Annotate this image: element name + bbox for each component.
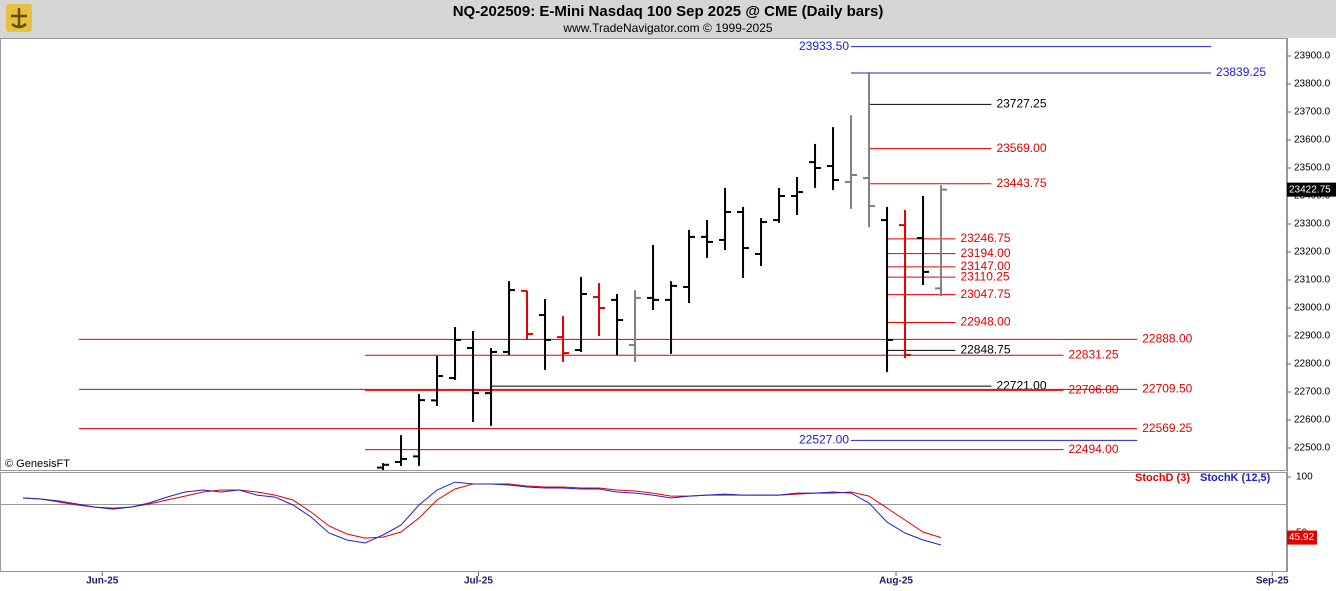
level-label: 22948.00 — [960, 315, 1010, 329]
logo — [6, 4, 32, 32]
y-tick-label: 23700.0 — [1294, 107, 1331, 118]
x-tick-label: Sep-25 — [1256, 576, 1289, 587]
level-label: 23110.25 — [960, 269, 1009, 283]
level-label: 22848.75 — [960, 343, 1010, 357]
y-tick-label: 23100.0 — [1294, 275, 1331, 286]
y-tick-label: 22600.0 — [1294, 415, 1331, 426]
last-price-label: 23422.75 — [1289, 184, 1331, 195]
level-label: 23933.50 — [799, 39, 849, 53]
level-label: 23569.00 — [996, 141, 1046, 155]
level-label: 23839.25 — [1216, 65, 1266, 79]
x-tick-label: Jun-25 — [86, 576, 119, 587]
level-label: 22494.00 — [1068, 442, 1118, 456]
level-label: 22569.25 — [1142, 421, 1192, 435]
stoch-panel — [0, 472, 1287, 572]
legend-entry: StochD (3) — [1135, 472, 1190, 484]
level-label: 23047.75 — [960, 287, 1010, 301]
y-tick-label: 23000.0 — [1294, 303, 1331, 314]
chart-subtitle: www.TradeNavigator.com © 1999-2025 — [562, 21, 772, 35]
price-panel — [0, 38, 1287, 471]
level-label: 22721.00 — [996, 378, 1046, 392]
y-tick-label: 100 — [1296, 472, 1313, 483]
level-label: 23147.00 — [960, 259, 1010, 273]
watermark: © GenesisFT — [5, 458, 70, 470]
y-tick-label: 23200.0 — [1294, 247, 1331, 258]
level-label: 22527.00 — [799, 433, 849, 447]
level-label: 23443.75 — [996, 176, 1046, 190]
y-tick-label: 22900.0 — [1294, 331, 1331, 342]
y-tick-label: 22800.0 — [1294, 359, 1331, 370]
level-label: 22831.25 — [1068, 347, 1118, 361]
level-label: 23246.75 — [960, 231, 1010, 245]
y-tick-label: 23800.0 — [1294, 79, 1331, 90]
y-tick-label: 22700.0 — [1294, 387, 1331, 398]
stoch-plot — [22, 481, 942, 546]
level-label: 23727.25 — [996, 97, 1046, 111]
level-label: 22709.50 — [1142, 382, 1192, 396]
y-tick-label: 23600.0 — [1294, 135, 1331, 146]
title-bar — [0, 0, 1336, 38]
stoch-last-label: 45.92 — [1289, 532, 1314, 543]
level-label: 23194.00 — [960, 246, 1010, 260]
y-tick-label: 23900.0 — [1294, 51, 1331, 62]
level-label: 22706.00 — [1068, 382, 1118, 396]
y-tick-label: 22500.0 — [1294, 443, 1331, 454]
x-tick-label: Jul-25 — [464, 576, 493, 587]
axes: 22500.0 22600.0 22700.0 22800.0 22900.0 23000… — [86, 51, 1336, 587]
price-plot: 23933.50 23839.25 23727.25 23569.00 23443.75… — [78, 39, 1266, 470]
level-label: 22888.00 — [1142, 332, 1192, 346]
stoch-line — [22, 481, 942, 546]
stoch-last-box — [1287, 530, 1317, 545]
last-price-box — [1287, 182, 1336, 197]
y-tick-label: 23300.0 — [1294, 219, 1331, 230]
legend-entry: StochK (12,5) — [1200, 472, 1271, 484]
x-tick-label: Aug-25 — [879, 576, 913, 587]
chart-title: NQ-202509: E-Mini Nasdaq 100 Sep 2025 @ … — [453, 3, 884, 20]
y-tick-label: 23500.0 — [1294, 163, 1331, 174]
